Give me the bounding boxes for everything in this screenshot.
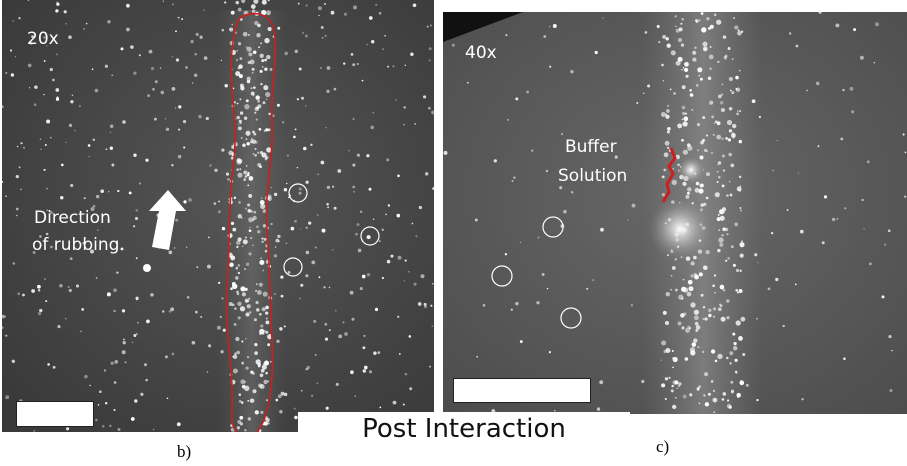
scale-bar [453, 378, 591, 403]
highlighted-particle-circle [283, 257, 303, 277]
particle-field-40x [443, 12, 907, 413]
magnification-label: 40x [465, 43, 497, 63]
highlighted-particle-circle [288, 183, 308, 203]
scale-bar [16, 401, 94, 427]
magnification-label: 20x [27, 29, 59, 49]
micrograph-40x-panel: 40x Buffer Solution [443, 12, 907, 414]
micrograph-20x-image [2, 0, 434, 432]
micrograph-40x-image [443, 12, 907, 414]
annotation-line-1: Direction [34, 208, 111, 228]
micrograph-20x-panel: 20x Direction of rubbing [2, 0, 434, 432]
center-label: Post Interaction [362, 414, 566, 444]
annotation-line-2: of rubbing [32, 235, 120, 255]
annotation-line-2: Solution [558, 166, 628, 186]
highlighted-particle-circle [542, 216, 564, 238]
particle-field-20x [2, 0, 434, 432]
highlighted-particle-circle [491, 265, 513, 287]
annotation-line-1: Buffer [565, 137, 617, 157]
buffer-boundary-line [661, 147, 677, 203]
rub-track-outline [225, 12, 276, 432]
panel-c-caption: c) [656, 437, 670, 456]
panel-b-caption: b) [177, 442, 192, 461]
highlighted-particle-circle [560, 307, 582, 329]
direction-arrow-icon [149, 190, 186, 250]
center-label-box: Post Interaction [298, 412, 630, 466]
highlighted-particle-circle [360, 226, 380, 246]
